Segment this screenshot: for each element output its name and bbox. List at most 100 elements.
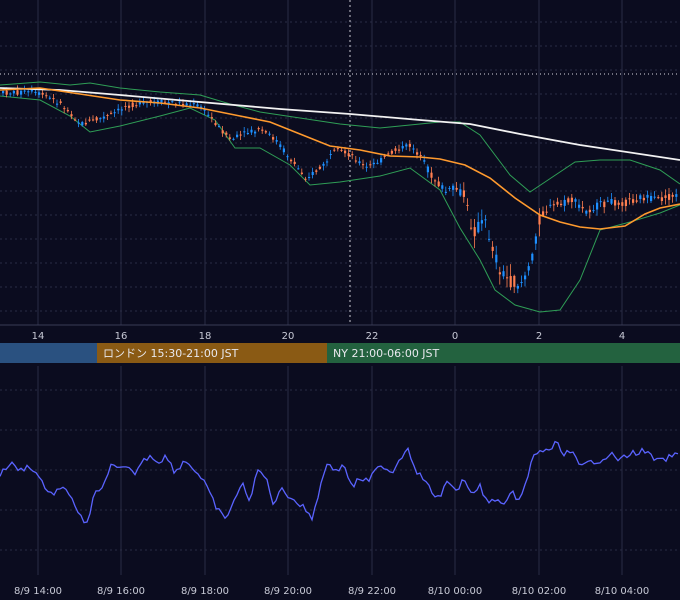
- x-tick-label: 8/9 22:00: [348, 586, 396, 597]
- x-tick-label: 8/9 20:00: [264, 586, 312, 597]
- candle-body: [88, 119, 91, 121]
- candle-body: [261, 129, 264, 131]
- candle-body: [488, 238, 491, 240]
- candle-body: [376, 162, 379, 164]
- x-tick-label: 22: [366, 331, 379, 342]
- candle-body: [556, 201, 559, 205]
- candle-body: [362, 164, 365, 166]
- candle-body: [610, 198, 613, 204]
- candle-body: [635, 200, 638, 202]
- candle-body: [38, 92, 41, 95]
- candle-body: [192, 103, 195, 105]
- candle-body: [99, 118, 102, 120]
- candle-body: [437, 181, 440, 187]
- candle-body: [477, 221, 480, 233]
- candle-body: [412, 148, 415, 150]
- candle-body: [560, 203, 563, 206]
- candle-body: [290, 159, 293, 162]
- candle-body: [311, 171, 314, 176]
- candle-body: [66, 110, 69, 112]
- candle-body: [232, 138, 235, 140]
- candle-body: [124, 105, 127, 107]
- candle-body: [383, 155, 386, 157]
- candle-body: [225, 132, 228, 135]
- candle-body: [293, 161, 296, 165]
- candle-body: [534, 236, 537, 244]
- candle-body: [430, 172, 433, 178]
- candle-body: [466, 204, 469, 206]
- candle-body: [401, 146, 404, 149]
- candle-body: [185, 103, 188, 106]
- candle-body: [214, 123, 217, 126]
- candle-body: [549, 204, 552, 206]
- candle-body: [84, 122, 87, 125]
- candle-body: [228, 137, 231, 139]
- candle-body: [452, 185, 455, 190]
- candle-body: [545, 211, 548, 213]
- candle-body: [138, 100, 141, 105]
- candle-body: [664, 195, 667, 199]
- candle-body: [646, 194, 649, 198]
- candle-body: [617, 202, 620, 205]
- bollinger-bands: [0, 81, 680, 313]
- candle-body: [23, 90, 26, 92]
- x-tick-label: 4: [619, 331, 625, 342]
- candle-body: [588, 209, 591, 213]
- candle-body: [106, 115, 109, 117]
- candle-body: [333, 149, 336, 151]
- candle-body: [387, 153, 390, 155]
- x-tick-label: 8/10 02:00: [512, 586, 566, 597]
- x-tick-label: 2: [536, 331, 542, 342]
- moving-averages: [0, 87, 680, 230]
- session-segment: [97, 343, 327, 363]
- candle-body: [268, 133, 271, 135]
- candle-body: [628, 198, 631, 200]
- candle-body: [520, 281, 523, 284]
- candle-body: [527, 266, 530, 271]
- candle-body: [243, 131, 246, 133]
- candle-body: [70, 114, 73, 117]
- candle-body: [394, 148, 397, 151]
- candle-body: [102, 116, 105, 119]
- candle-body: [668, 194, 671, 200]
- candle-body: [419, 155, 422, 157]
- candle-body: [570, 197, 573, 203]
- candle-body: [581, 206, 584, 209]
- candle-body: [380, 158, 383, 163]
- candle-body: [27, 91, 30, 93]
- session-segment: [327, 343, 680, 363]
- x-tick-label: 8/9 16:00: [97, 586, 145, 597]
- candle-body: [254, 131, 257, 134]
- candle-body: [236, 134, 239, 137]
- candle-body: [484, 219, 487, 221]
- candle-body: [347, 153, 350, 157]
- candle-body: [304, 178, 307, 180]
- candle-body: [542, 211, 545, 216]
- candle-body: [48, 97, 51, 99]
- candle-body: [513, 275, 516, 287]
- x-tick-label: 18: [199, 331, 212, 342]
- candle-body: [5, 90, 8, 95]
- candle-body: [390, 150, 393, 154]
- candle-body: [473, 227, 476, 237]
- candle-body: [160, 99, 163, 103]
- candle-body: [336, 148, 339, 150]
- candle-body: [196, 104, 199, 107]
- candle-body: [30, 90, 33, 92]
- candle-body: [128, 105, 131, 108]
- candle-body: [63, 108, 66, 110]
- candle-body: [189, 104, 192, 106]
- candle-body: [315, 170, 318, 172]
- candle-body: [441, 185, 444, 189]
- candle-body: [491, 246, 494, 251]
- candle-body: [117, 108, 120, 111]
- sma-line: [0, 87, 680, 161]
- candle-body: [470, 227, 473, 229]
- candle-body: [221, 130, 224, 134]
- candles: [2, 85, 678, 294]
- candle-body: [614, 200, 617, 206]
- candle-body: [246, 132, 249, 134]
- candle-body: [326, 161, 329, 163]
- x-tick-label: 8/10 04:00: [595, 586, 649, 597]
